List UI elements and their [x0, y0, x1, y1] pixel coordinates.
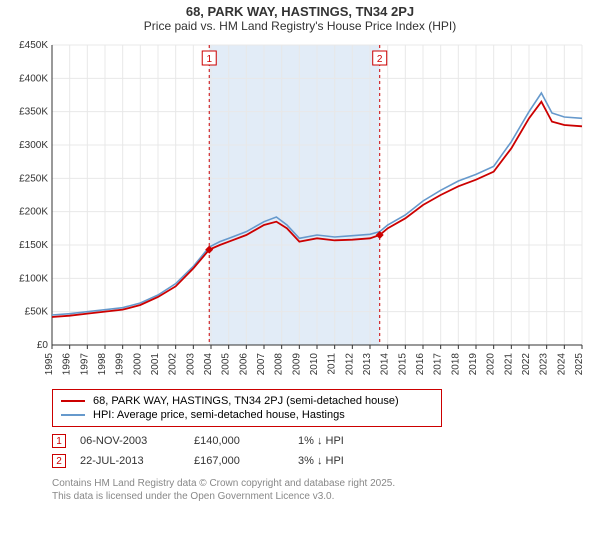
- svg-text:2002: 2002: [168, 353, 179, 376]
- chart-svg: £0 £50K £100K £150K £200K £250K £300K £350K £400…: [10, 41, 590, 381]
- sale-delta: 1% ↓ HPI: [298, 435, 344, 447]
- legend-item: HPI: Average price, semi-detached house,…: [61, 408, 433, 422]
- svg-text:1998: 1998: [97, 353, 108, 376]
- svg-text:2022: 2022: [521, 353, 532, 376]
- svg-text:2016: 2016: [415, 353, 426, 376]
- legend-label: HPI: Average price, semi-detached house,…: [93, 409, 345, 421]
- svg-text:1996: 1996: [62, 353, 73, 376]
- svg-text:2007: 2007: [256, 353, 267, 376]
- sale-date: 06-NOV-2003: [80, 435, 180, 447]
- svg-text:2012: 2012: [344, 353, 355, 376]
- chart-title: 68, PARK WAY, HASTINGS, TN34 2PJ: [10, 4, 590, 19]
- svg-text:2003: 2003: [185, 353, 196, 376]
- copyright: Contains HM Land Registry data © Crown c…: [52, 477, 590, 503]
- sale-row: 1 06-NOV-2003 £140,000 1% ↓ HPI: [52, 431, 590, 451]
- legend-swatch: [61, 400, 85, 402]
- svg-text:2021: 2021: [503, 353, 514, 376]
- svg-text:2000: 2000: [132, 353, 143, 376]
- svg-text:£300K: £300K: [19, 140, 48, 151]
- svg-text:2018: 2018: [450, 353, 461, 376]
- legend-item: 68, PARK WAY, HASTINGS, TN34 2PJ (semi-d…: [61, 394, 433, 408]
- sale-price: £167,000: [194, 455, 284, 467]
- svg-text:1995: 1995: [44, 353, 55, 376]
- sales-table: 1 06-NOV-2003 £140,000 1% ↓ HPI 2 22-JUL-2013…: [52, 431, 590, 471]
- svg-text:2015: 2015: [397, 353, 408, 376]
- svg-text:£150K: £150K: [19, 240, 48, 251]
- legend-swatch: [61, 414, 85, 416]
- svg-text:£100K: £100K: [19, 273, 48, 284]
- svg-text:£350K: £350K: [19, 107, 48, 118]
- sale-marker: 2: [52, 454, 66, 468]
- svg-text:1: 1: [206, 54, 212, 65]
- svg-text:£400K: £400K: [19, 73, 48, 84]
- svg-text:2017: 2017: [433, 353, 444, 376]
- svg-text:2009: 2009: [291, 353, 302, 376]
- svg-text:2023: 2023: [539, 353, 550, 376]
- svg-text:2013: 2013: [362, 353, 373, 376]
- svg-text:1997: 1997: [79, 353, 90, 376]
- svg-text:2020: 2020: [486, 353, 497, 376]
- plot-area: £0 £50K £100K £150K £200K £250K £300K £350K £400…: [10, 41, 590, 381]
- sale-marker: 1: [52, 434, 66, 448]
- copyright-line2: This data is licensed under the Open Gov…: [52, 490, 590, 503]
- svg-text:2: 2: [377, 54, 383, 65]
- svg-text:2024: 2024: [556, 353, 567, 376]
- svg-text:2001: 2001: [150, 353, 161, 376]
- svg-text:£200K: £200K: [19, 207, 48, 218]
- svg-text:2004: 2004: [203, 353, 214, 376]
- svg-text:2025: 2025: [574, 353, 585, 376]
- legend: 68, PARK WAY, HASTINGS, TN34 2PJ (semi-d…: [52, 389, 442, 427]
- sale-price: £140,000: [194, 435, 284, 447]
- sale-delta: 3% ↓ HPI: [298, 455, 344, 467]
- svg-text:£50K: £50K: [25, 307, 49, 318]
- svg-text:£250K: £250K: [19, 173, 48, 184]
- chart-subtitle: Price paid vs. HM Land Registry's House …: [10, 19, 590, 33]
- copyright-line1: Contains HM Land Registry data © Crown c…: [52, 477, 590, 490]
- svg-text:2014: 2014: [380, 353, 391, 376]
- sale-date: 22-JUL-2013: [80, 455, 180, 467]
- svg-text:2005: 2005: [221, 353, 232, 376]
- svg-text:2010: 2010: [309, 353, 320, 376]
- legend-label: 68, PARK WAY, HASTINGS, TN34 2PJ (semi-d…: [93, 395, 399, 407]
- svg-text:2008: 2008: [274, 353, 285, 376]
- sale-row: 2 22-JUL-2013 £167,000 3% ↓ HPI: [52, 451, 590, 471]
- svg-text:2011: 2011: [327, 353, 338, 375]
- svg-text:2006: 2006: [238, 353, 249, 376]
- svg-text:2019: 2019: [468, 353, 479, 376]
- svg-text:1999: 1999: [115, 353, 126, 376]
- svg-text:£0: £0: [37, 340, 49, 351]
- svg-text:£450K: £450K: [19, 41, 48, 51]
